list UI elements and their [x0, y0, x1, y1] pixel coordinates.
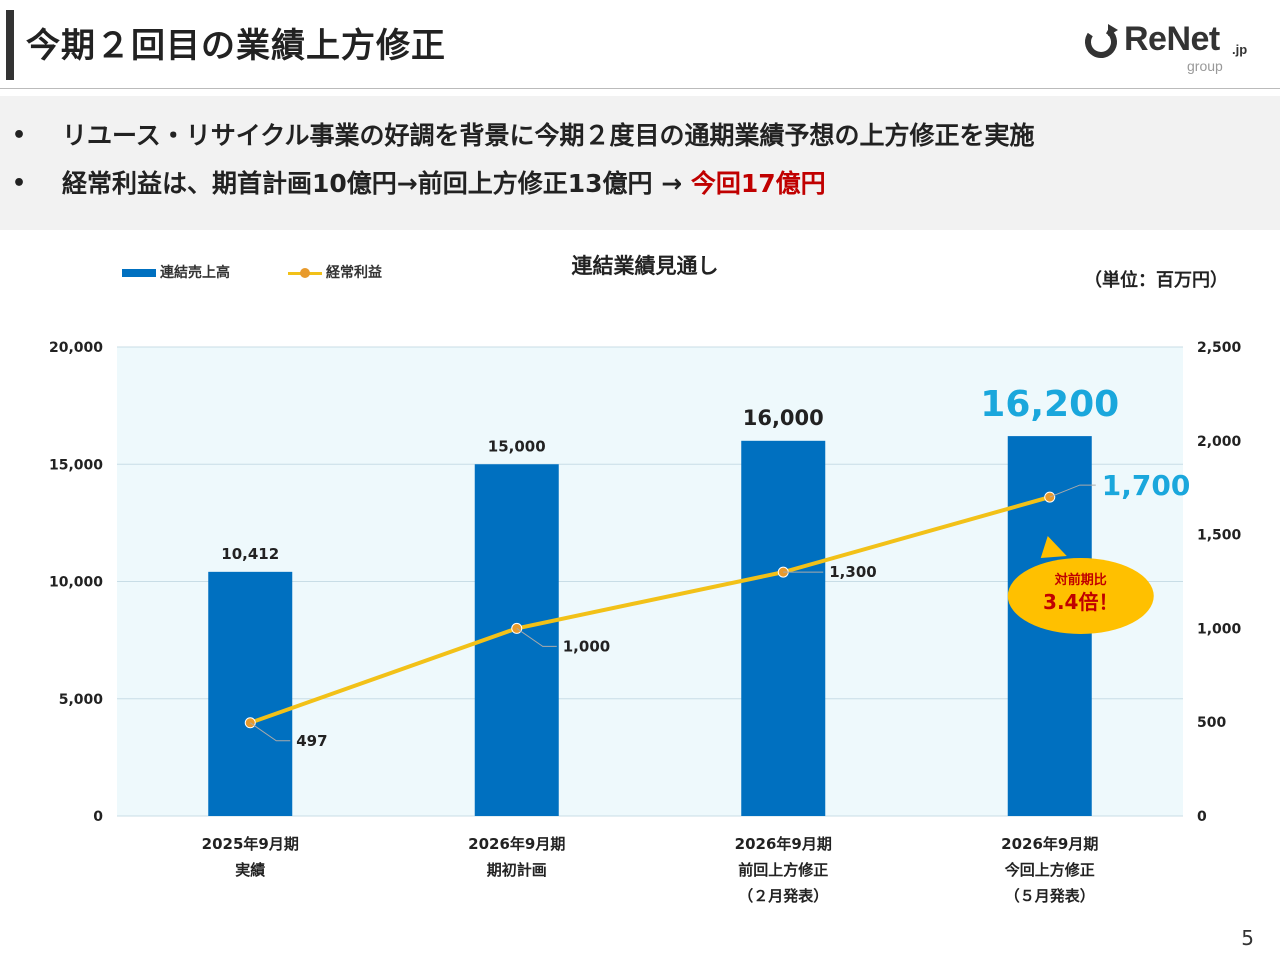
legend-bar-swatch — [122, 269, 156, 277]
y-left-tick-label: 15,000 — [49, 457, 103, 473]
summary-highlight: 今回17億円 — [690, 169, 826, 198]
legend-label-sales: 連結売上高 — [160, 265, 230, 281]
x-category-label: 今回上方修正 — [1004, 861, 1095, 879]
bullet-dot: • — [12, 171, 27, 196]
line-data-label: 497 — [296, 732, 327, 750]
callout-bubble — [1007, 558, 1154, 634]
x-category-label: 期初計画 — [487, 861, 547, 879]
legend-item-sales: 連結売上高 — [122, 262, 230, 282]
logo-name: ReNet — [1124, 20, 1220, 58]
y-left-tick-label: 20,000 — [49, 340, 103, 356]
renet-logo-icon — [1085, 24, 1118, 58]
bar-data-label: 15,000 — [488, 437, 546, 455]
y-right-tick-label: 1,000 — [1197, 621, 1242, 637]
x-category-label: （２月発表） — [738, 887, 828, 905]
callout-pointer — [1040, 536, 1067, 558]
callout-line-2: 3.4倍！ — [1043, 590, 1118, 614]
summary-panel: • リユース・リサイクル事業の好調を背景に今期２度目の通期業績予想の上方修正を実… — [0, 96, 1280, 230]
callout-line-1: 対前期比 — [1054, 572, 1107, 588]
y-left-tick-label: 0 — [93, 809, 103, 825]
x-category-label: 実績 — [235, 861, 265, 879]
y-left-tick-label: 5,000 — [59, 692, 104, 708]
chart-title: 連結業績見通し — [571, 254, 719, 278]
leader-line — [1049, 484, 1096, 498]
summary-item: • 経常利益は、期首計画10億円→前回上方修正13億円 → 今回17億円 — [0, 164, 1035, 212]
y-right-tick-label: 0 — [1197, 809, 1207, 825]
leader-line — [249, 722, 291, 742]
logo-suffix: .jp — [1232, 42, 1248, 57]
x-category-label: 前回上方修正 — [738, 861, 828, 879]
profit-line — [249, 495, 1051, 725]
summary-list: • リユース・リサイクル事業の好調を背景に今期２度目の通期業績予想の上方修正を実… — [0, 116, 1035, 212]
summary-text-1: リユース・リサイクル事業の好調を背景に今期２度目の通期業績予想の上方修正を実施 — [62, 121, 1035, 150]
leader-line — [516, 627, 557, 647]
y-right-tick-label: 2,500 — [1197, 340, 1242, 356]
y-right-tick-label: 500 — [1197, 715, 1226, 731]
logo-sub: group — [1187, 58, 1223, 74]
y-left-tick-label: 10,000 — [49, 575, 103, 591]
x-category-label: （５月発表） — [1005, 887, 1095, 905]
bullet-dot: • — [12, 123, 27, 148]
line-data-label: 1,000 — [563, 637, 610, 655]
bar — [208, 571, 293, 816]
unit-label: （単位：百万円） — [1084, 270, 1228, 291]
x-category-label: 2026年9月期 — [1001, 835, 1098, 853]
line-data-label: 1,700 — [1102, 469, 1191, 502]
summary-item: • リユース・リサイクル事業の好調を背景に今期２度目の通期業績予想の上方修正を実… — [0, 116, 1035, 164]
renet-logo: ReNet .jp group — [1082, 20, 1272, 76]
y-right-tick-label: 2,000 — [1197, 434, 1242, 450]
bar — [741, 440, 826, 816]
bar-data-label: 10,412 — [221, 545, 279, 563]
title-accent-bar — [6, 10, 14, 80]
bar-data-label: 16,000 — [743, 406, 824, 430]
x-category-label: 2025年9月期 — [202, 835, 299, 853]
page-number: 5 — [1241, 926, 1254, 950]
legend-item-profit: 経常利益 — [288, 262, 382, 282]
bar-data-label: 16,200 — [980, 384, 1119, 425]
legend-label-profit: 経常利益 — [326, 265, 382, 281]
legend-line-swatch — [288, 266, 322, 280]
y-right-tick-label: 1,500 — [1197, 528, 1242, 544]
summary-text-2: 経常利益は、期首計画10億円→前回上方修正13億円 → — [62, 169, 691, 198]
x-category-label: 2026年9月期 — [735, 835, 832, 853]
page-title: 今期２回目の業績上方修正 — [26, 26, 446, 66]
line-data-label: 1,300 — [829, 563, 876, 581]
title-divider — [0, 88, 1280, 89]
x-category-label: 2026年9月期 — [468, 835, 565, 853]
